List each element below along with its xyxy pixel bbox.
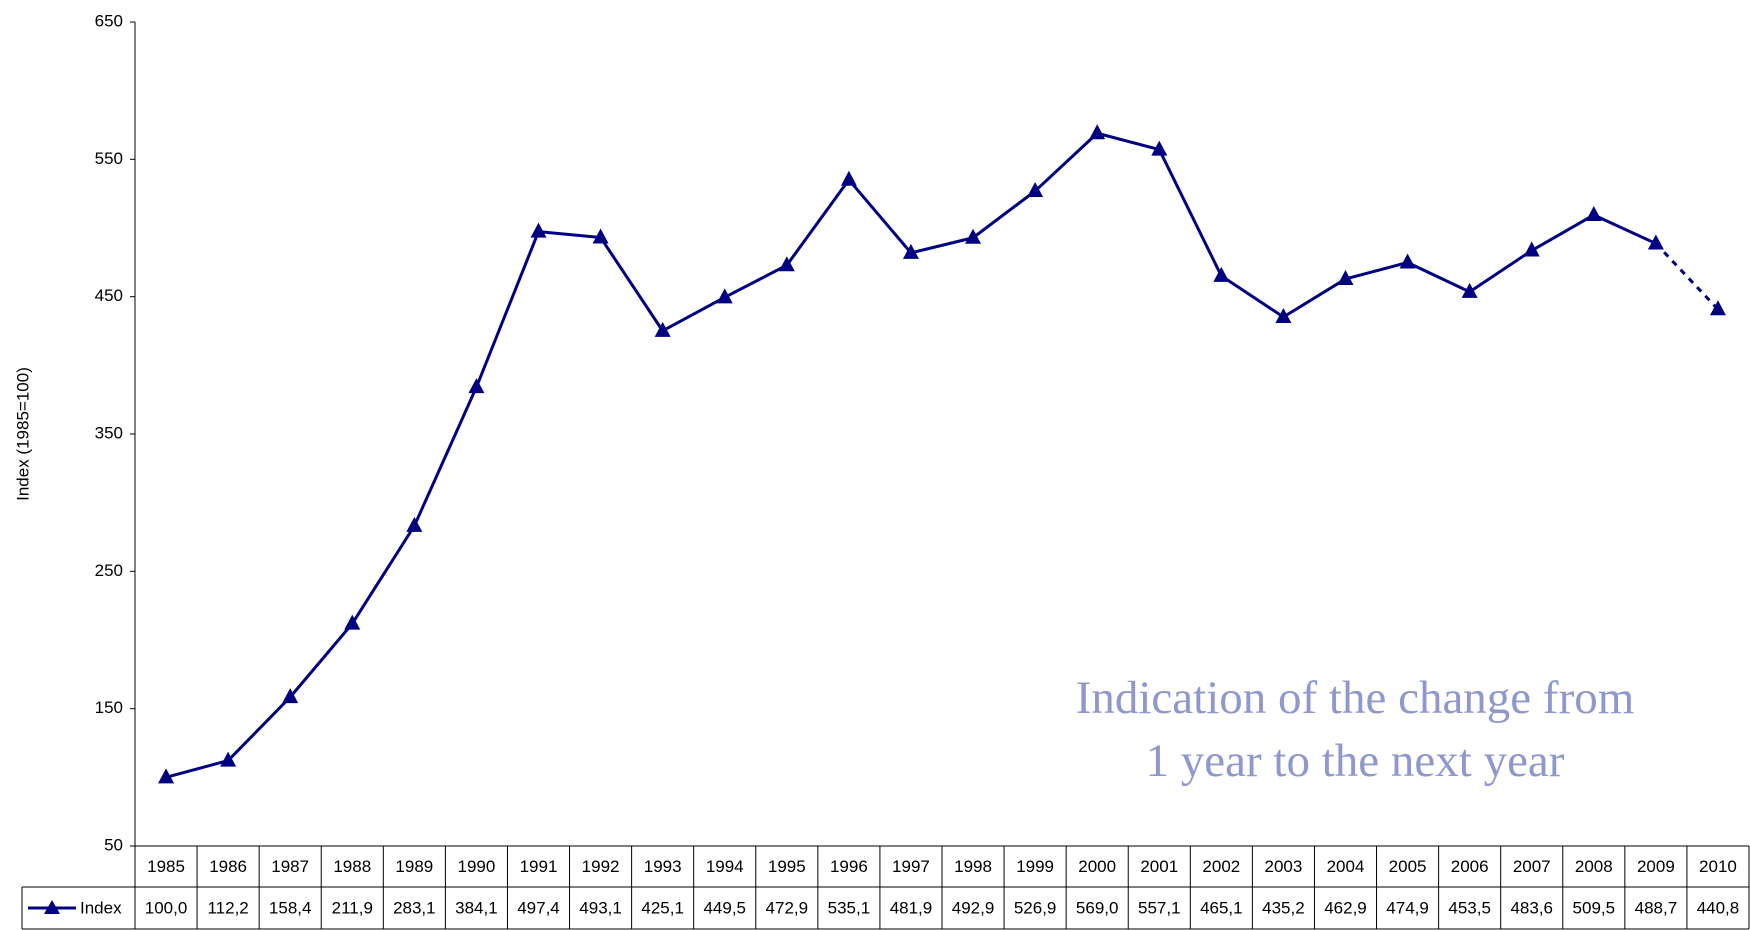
x-tick-label: 1999 [1016, 857, 1054, 876]
marker [220, 751, 237, 767]
data-label: 462,9 [1324, 898, 1367, 917]
line-dashed [1654, 242, 1720, 311]
data-label: 211,9 [332, 898, 373, 917]
marker [1089, 124, 1106, 140]
x-tick-label: 1985 [147, 857, 185, 876]
data-label: 158,4 [269, 898, 312, 917]
y-tick-label: 350 [95, 423, 123, 442]
marker [530, 222, 547, 238]
data-label: 440,8 [1697, 898, 1740, 917]
data-label: 483,6 [1510, 898, 1553, 917]
marker [406, 516, 423, 532]
marker [592, 228, 609, 244]
marker [282, 688, 299, 704]
x-tick-label: 1989 [395, 857, 433, 876]
marker [1399, 253, 1416, 269]
marker [1213, 266, 1230, 282]
x-tick-label: 1998 [954, 857, 992, 876]
y-tick-label: 250 [95, 561, 123, 580]
y-tick-label: 50 [104, 835, 123, 854]
marker [1461, 282, 1478, 298]
data-label: 453,5 [1448, 898, 1491, 917]
data-label: 425,1 [641, 898, 684, 917]
x-tick-label: 2004 [1327, 857, 1365, 876]
data-label: 509,5 [1573, 898, 1616, 917]
data-label: 283,1 [393, 898, 436, 917]
data-label: 465,1 [1200, 898, 1243, 917]
marker [965, 228, 982, 244]
legend-label: Index [80, 898, 122, 917]
marker [468, 378, 485, 394]
marker [654, 321, 671, 337]
x-tick-label: 2009 [1637, 857, 1675, 876]
y-axis-label: Index (1985=100) [13, 367, 32, 501]
marker [1275, 307, 1292, 323]
x-tick-label: 1990 [458, 857, 496, 876]
data-label: 449,5 [703, 898, 746, 917]
data-label: 557,1 [1138, 898, 1181, 917]
y-tick-label: 150 [95, 698, 123, 717]
x-tick-label: 1987 [271, 857, 309, 876]
x-tick-label: 2010 [1699, 857, 1737, 876]
data-label: 569,0 [1076, 898, 1119, 917]
marker [1151, 140, 1168, 156]
data-label: 435,2 [1262, 898, 1305, 917]
data-label: 526,9 [1014, 898, 1057, 917]
data-label: 112,2 [207, 898, 248, 917]
data-label: 384,1 [455, 898, 498, 917]
x-tick-label: 1986 [209, 857, 247, 876]
x-tick-label: 2007 [1513, 857, 1551, 876]
x-tick-label: 1991 [520, 857, 558, 876]
marker [1027, 182, 1044, 198]
marker [158, 768, 175, 784]
data-label: 481,9 [890, 898, 933, 917]
data-label: 100,0 [145, 898, 188, 917]
marker [1709, 300, 1726, 316]
data-label: 488,7 [1635, 898, 1678, 917]
x-tick-label: 2008 [1575, 857, 1613, 876]
x-tick-label: 1997 [892, 857, 930, 876]
x-tick-label: 2006 [1451, 857, 1489, 876]
marker [716, 288, 733, 304]
x-tick-label: 1988 [333, 857, 371, 876]
marker [1585, 205, 1602, 221]
data-label: 474,9 [1386, 898, 1429, 917]
marker [1647, 234, 1664, 250]
marker [902, 243, 919, 259]
y-tick-label: 650 [95, 11, 123, 30]
annotation: Indication of the change from [1076, 672, 1635, 724]
x-tick-label: 1995 [768, 857, 806, 876]
x-tick-label: 1992 [582, 857, 620, 876]
x-tick-label: 1994 [706, 857, 744, 876]
marker [778, 256, 795, 272]
marker [1523, 241, 1540, 257]
annotation: 1 year to the next year [1146, 735, 1565, 787]
marker [344, 614, 361, 630]
y-tick-label: 450 [95, 286, 123, 305]
x-tick-label: 2000 [1078, 857, 1116, 876]
data-label: 493,1 [579, 898, 622, 917]
data-label: 472,9 [766, 898, 809, 917]
y-tick-label: 550 [95, 149, 123, 168]
marker [840, 170, 857, 186]
x-tick-label: 1996 [830, 857, 868, 876]
x-tick-label: 2002 [1202, 857, 1240, 876]
x-tick-label: 1993 [644, 857, 682, 876]
data-label: 497,4 [517, 898, 560, 917]
marker [1337, 269, 1354, 285]
x-tick-label: 2005 [1389, 857, 1427, 876]
x-tick-label: 2001 [1140, 857, 1178, 876]
data-label: 535,1 [828, 898, 871, 917]
data-label: 492,9 [952, 898, 995, 917]
legend-marker [44, 900, 60, 914]
x-tick-label: 2003 [1265, 857, 1303, 876]
